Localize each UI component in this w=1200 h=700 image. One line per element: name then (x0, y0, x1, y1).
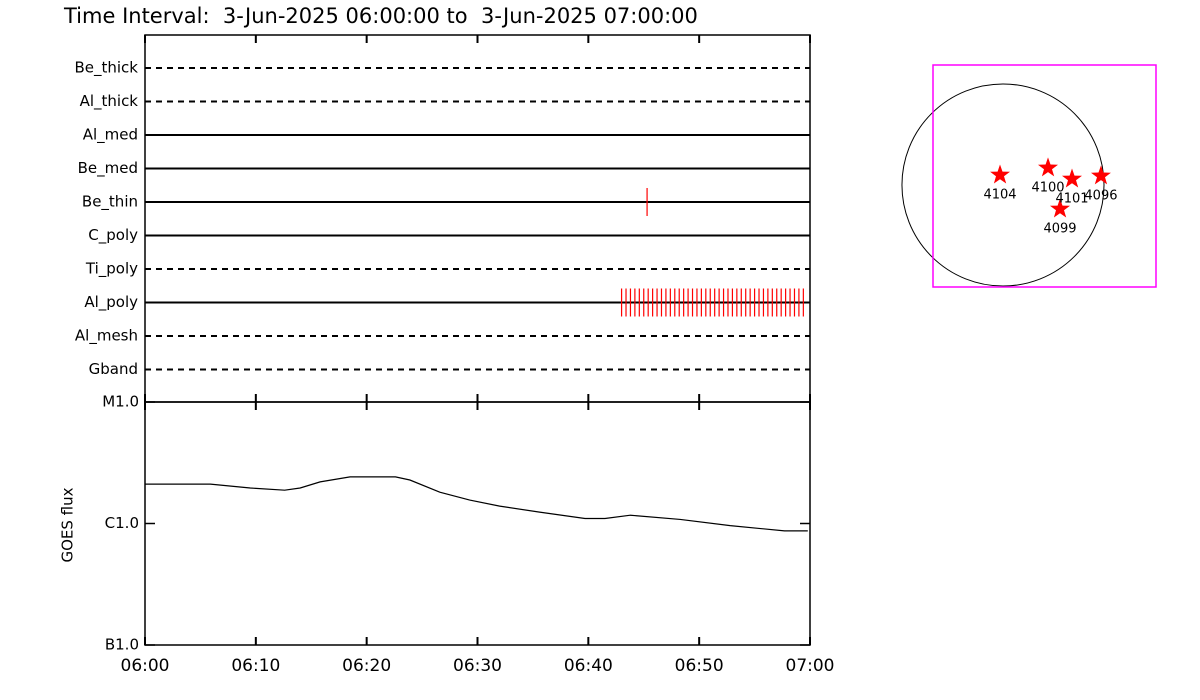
row-label: Be_med (78, 159, 138, 178)
row-label: C_poly (88, 226, 138, 245)
x-tick-label: 06:30 (453, 656, 502, 676)
region-label: 4099 (1043, 222, 1076, 237)
row-label: Al_thick (80, 92, 139, 111)
x-tick-label: 06:10 (231, 656, 280, 676)
row-label: Al_med (83, 126, 138, 145)
y-axis-label: GOES flux (59, 487, 77, 562)
solar-disk (901, 83, 1105, 287)
x-tick-label: 06:20 (342, 656, 391, 676)
y-tick-label: C1.0 (105, 514, 139, 532)
region-label: 4096 (1084, 188, 1117, 203)
region-label: 4101 (1055, 192, 1088, 207)
row-label: Ti_poly (85, 260, 138, 279)
region-star (1091, 165, 1111, 185)
x-tick-label: 06:50 (675, 656, 724, 676)
x-tick-label: 06:00 (121, 656, 170, 676)
x-tick-label: 07:00 (786, 656, 835, 676)
region-star (1062, 168, 1082, 188)
goes-line (145, 476, 808, 532)
region-star (1050, 198, 1070, 218)
row-label: Al_mesh (75, 327, 138, 346)
timeline-frame (144, 34, 811, 403)
region-label: 4100 (1031, 180, 1064, 195)
row-label: Be_thin (82, 193, 138, 212)
y-tick-label: M1.0 (102, 393, 139, 411)
region-label: 4104 (983, 188, 1016, 203)
row-label: Be_thick (74, 59, 138, 78)
row-label: Gband (89, 360, 138, 378)
row-label: Al_poly (84, 293, 138, 312)
region-star (1038, 157, 1058, 177)
region-star (990, 164, 1010, 184)
field-of-view (932, 64, 1157, 288)
chart-title: Time Interval: 3-Jun-2025 06:00:00 to 3-… (63, 4, 698, 28)
x-tick-label: 06:40 (564, 656, 613, 676)
y-tick-label: B1.0 (105, 636, 139, 654)
